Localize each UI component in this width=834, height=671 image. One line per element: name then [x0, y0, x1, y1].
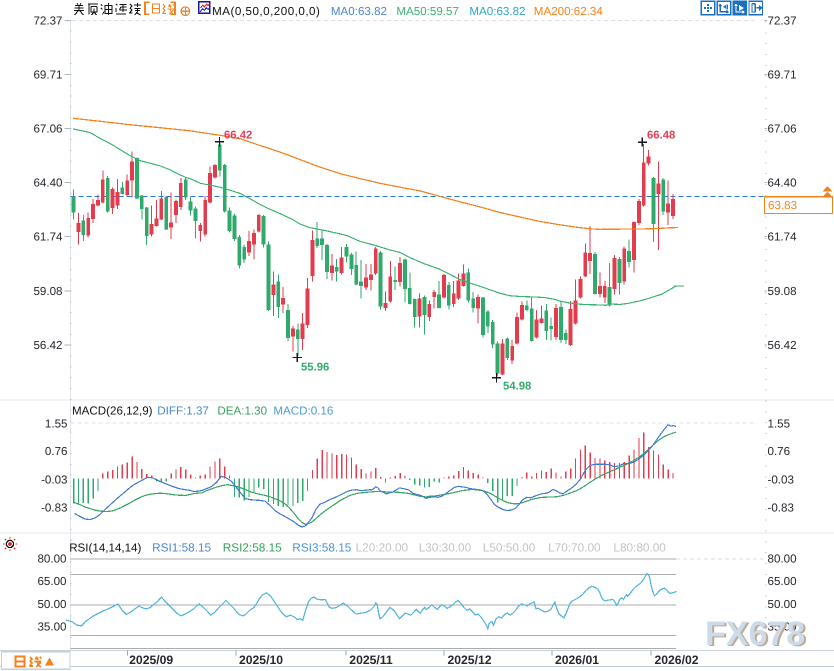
svg-text:MACD:0.16: MACD:0.16: [273, 405, 333, 418]
svg-text:63.83: 63.83: [768, 199, 797, 212]
svg-text:2026/02: 2026/02: [654, 653, 698, 667]
svg-text:L70:70.00: L70:70.00: [548, 541, 601, 555]
svg-text:35.00: 35.00: [37, 621, 66, 634]
svg-text:-0.03: -0.03: [41, 474, 67, 487]
svg-text:1.55: 1.55: [768, 417, 791, 430]
svg-text:56.42: 56.42: [768, 339, 797, 352]
svg-text:MA(0,50,0,200,0,0): MA(0,50,0,200,0,0): [212, 5, 320, 18]
svg-text:-0.83: -0.83: [768, 501, 794, 514]
svg-text:67.06: 67.06: [768, 123, 797, 136]
svg-text:FX678: FX678: [705, 615, 805, 653]
svg-text:1.55: 1.55: [45, 417, 68, 430]
svg-text:80.00: 80.00: [37, 552, 66, 565]
svg-text:2025/12: 2025/12: [447, 653, 491, 667]
svg-text:59.08: 59.08: [33, 285, 62, 298]
svg-text:56.42: 56.42: [33, 339, 62, 352]
svg-text:2025/09: 2025/09: [129, 653, 173, 667]
svg-text:L50:50.00: L50:50.00: [483, 541, 536, 555]
svg-text:2025/10: 2025/10: [239, 653, 283, 667]
svg-text:FX678: FX678: [707, 616, 807, 654]
svg-text:2025/11: 2025/11: [349, 653, 393, 667]
svg-text:61.74: 61.74: [768, 231, 798, 244]
svg-text:55.96: 55.96: [301, 362, 329, 374]
svg-text:66.42: 66.42: [224, 130, 252, 142]
svg-text:DEA:1.30: DEA:1.30: [217, 405, 267, 418]
svg-text:DIFF:1.37: DIFF:1.37: [157, 405, 209, 418]
svg-text:-0.03: -0.03: [768, 474, 794, 487]
svg-text:MA200:62.34: MA200:62.34: [534, 5, 604, 18]
svg-text:RSI(14,14,14): RSI(14,14,14): [69, 542, 141, 555]
svg-text:0.76: 0.76: [45, 445, 68, 458]
svg-text:69.71: 69.71: [33, 69, 62, 82]
svg-text:67.06: 67.06: [33, 123, 62, 136]
svg-text:72.37: 72.37: [33, 14, 62, 27]
svg-text:MA50:59.57: MA50:59.57: [396, 5, 459, 18]
svg-text:L20:20.00: L20:20.00: [356, 541, 409, 555]
svg-text:L80:80.00: L80:80.00: [613, 541, 666, 555]
svg-text:MA0:63.82: MA0:63.82: [331, 5, 387, 18]
svg-text:L30:30.00: L30:30.00: [419, 541, 472, 555]
svg-text:69.71: 69.71: [768, 69, 797, 82]
svg-text:72.37: 72.37: [768, 14, 797, 27]
svg-text:MA0:63.82: MA0:63.82: [469, 5, 525, 18]
svg-text:35.00: 35.00: [768, 621, 797, 634]
svg-text:RSI3:58.15: RSI3:58.15: [292, 541, 351, 555]
svg-text:65.00: 65.00: [37, 575, 66, 588]
svg-text:80.00: 80.00: [768, 552, 797, 565]
svg-text:65.00: 65.00: [768, 575, 797, 588]
svg-text:RSI1:58.15: RSI1:58.15: [152, 541, 211, 555]
svg-text:59.08: 59.08: [768, 285, 797, 298]
svg-text:2026/01: 2026/01: [555, 653, 599, 667]
svg-text:61.74: 61.74: [33, 231, 63, 244]
svg-text:64.40: 64.40: [33, 177, 62, 190]
svg-text:50.00: 50.00: [37, 598, 66, 611]
svg-text:MACD(26,12,9): MACD(26,12,9): [72, 405, 153, 418]
svg-text:54.98: 54.98: [503, 381, 531, 393]
svg-text:64.40: 64.40: [768, 177, 797, 190]
svg-text:RSI2:58.15: RSI2:58.15: [223, 541, 282, 555]
svg-text:-0.83: -0.83: [41, 501, 67, 514]
svg-text:66.48: 66.48: [647, 130, 675, 142]
svg-text:0.76: 0.76: [768, 445, 791, 458]
svg-text:50.00: 50.00: [768, 598, 797, 611]
